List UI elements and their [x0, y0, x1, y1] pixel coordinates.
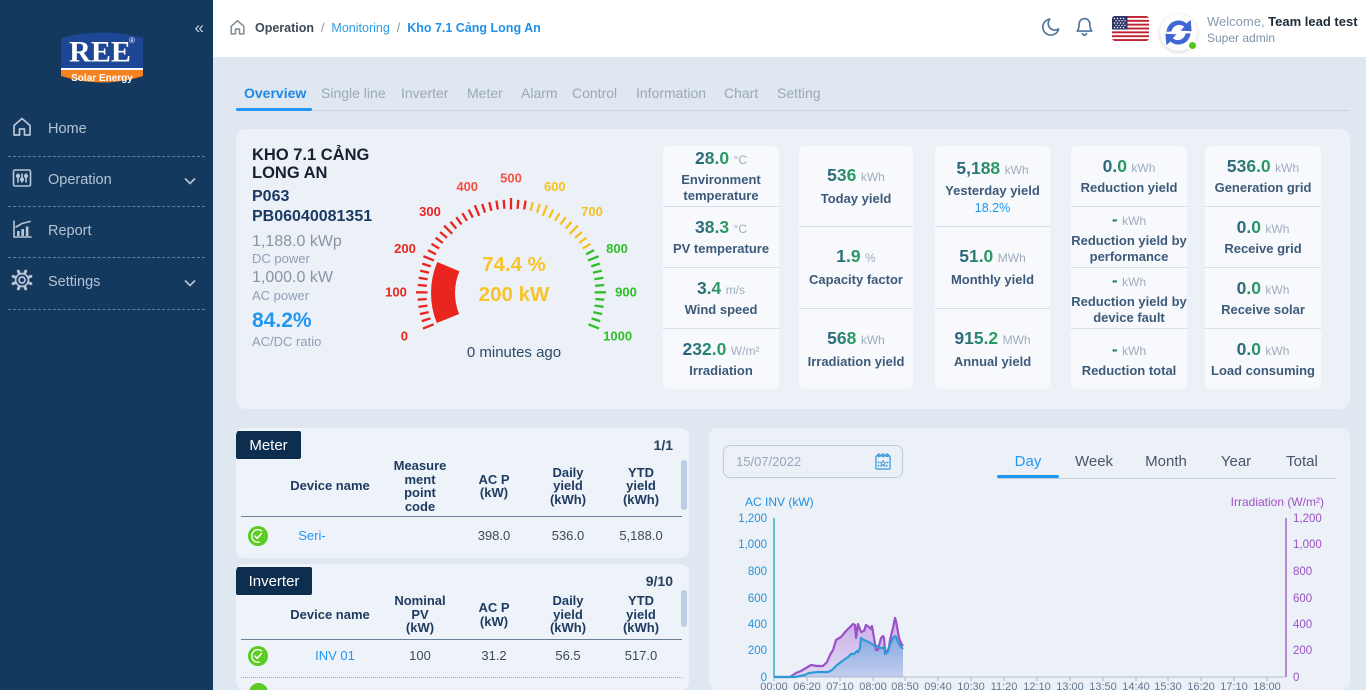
svg-text:16:20: 16:20 [1187, 681, 1215, 690]
svg-text:400: 400 [456, 179, 478, 194]
svg-text:11:20: 11:20 [991, 681, 1018, 690]
svg-text:12:10: 12:10 [1023, 681, 1051, 690]
svg-text:14:40: 14:40 [1122, 681, 1150, 690]
svg-text:08:00: 08:00 [859, 681, 887, 690]
svg-text:1000: 1000 [603, 329, 632, 344]
svg-text:200: 200 [1293, 645, 1312, 657]
svg-text:0 minutes ago: 0 minutes ago [467, 344, 561, 361]
svg-text:Irradiation (W/m²): Irradiation (W/m²) [1231, 495, 1324, 509]
svg-text:600: 600 [544, 179, 566, 194]
svg-text:600: 600 [748, 593, 767, 605]
svg-text:07:10: 07:10 [826, 681, 854, 690]
svg-text:0: 0 [1293, 672, 1299, 684]
svg-text:09:40: 09:40 [924, 681, 952, 690]
svg-text:400: 400 [1293, 619, 1312, 631]
svg-text:AC INV (kW): AC INV (kW) [745, 495, 814, 509]
svg-text:13:00: 13:00 [1056, 681, 1084, 690]
svg-text:900: 900 [615, 285, 637, 300]
svg-text:600: 600 [1293, 593, 1312, 605]
svg-text:00:00: 00:00 [760, 681, 788, 690]
svg-text:15:30: 15:30 [1154, 681, 1182, 690]
svg-text:200: 200 [748, 645, 767, 657]
svg-text:500: 500 [500, 171, 522, 186]
svg-text:300: 300 [419, 204, 441, 219]
svg-text:®: ® [129, 36, 135, 45]
svg-text:13:50: 13:50 [1089, 681, 1117, 690]
svg-text:1,000: 1,000 [738, 539, 767, 551]
svg-text:100: 100 [385, 285, 407, 300]
svg-text:REE: REE [69, 36, 131, 69]
svg-text:17:10: 17:10 [1220, 681, 1248, 690]
svg-text:800: 800 [1293, 566, 1312, 578]
svg-text:1,000: 1,000 [1293, 539, 1322, 551]
svg-text:1,200: 1,200 [1293, 513, 1322, 525]
svg-text:200: 200 [394, 241, 416, 256]
svg-text:0: 0 [401, 329, 408, 344]
svg-text:08:50: 08:50 [891, 681, 919, 690]
svg-text:06:20: 06:20 [793, 681, 821, 690]
svg-text:200 kW: 200 kW [479, 283, 550, 306]
svg-text:800: 800 [606, 241, 628, 256]
svg-text:0: 0 [761, 672, 767, 684]
svg-text:74.4 %: 74.4 % [482, 253, 546, 276]
svg-text:Solar Energy: Solar Energy [71, 73, 133, 84]
svg-text:1,200: 1,200 [738, 513, 767, 525]
svg-text:800: 800 [748, 566, 767, 578]
svg-text:18:00: 18:00 [1253, 681, 1281, 690]
svg-text:700: 700 [581, 204, 603, 219]
svg-text:400: 400 [748, 619, 767, 631]
svg-text:10:30: 10:30 [957, 681, 985, 690]
